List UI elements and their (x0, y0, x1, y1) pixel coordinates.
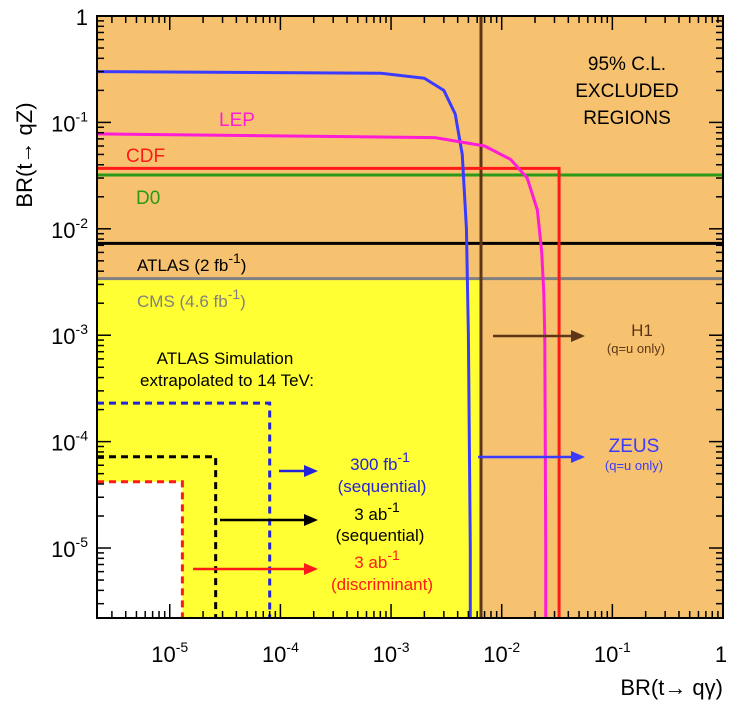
proj-3ab-disc-arrow-head (304, 563, 318, 575)
y-tick-label: 10-1 (51, 108, 88, 136)
x-tick-label: 10-1 (594, 639, 631, 667)
simulation-label-line-1: ATLAS Simulation (157, 349, 294, 368)
proj-3ab-seq-label: 3 ab-1 (354, 499, 400, 524)
x-tick-label: 10-5 (151, 639, 188, 667)
plot-frame (96, 15, 724, 619)
x-axis-title: BR(t→ qγ) (620, 675, 723, 700)
y-tick-label: 10-2 (51, 215, 88, 243)
series-lep (97, 132, 548, 618)
zeus-arrow-head (571, 451, 585, 463)
proj-300-arrow-head (304, 465, 318, 477)
y-tick-label: 10-3 (51, 321, 88, 349)
excluded-label-line-3: REGIONS (583, 108, 671, 129)
excluded-label-line-2: EXCLUDED (575, 81, 678, 102)
series-3-ab-1-sequential (97, 455, 218, 618)
series-300-fb-1-sequential (97, 401, 272, 618)
x-tick-label: 10-3 (373, 639, 410, 667)
d0-label: D0 (136, 188, 160, 209)
lep-label: LEP (219, 110, 255, 131)
cms-label: CMS (4.6 fb-1) (137, 286, 246, 311)
proj-3ab-disc-note: (discriminant) (331, 575, 433, 594)
proj-300-note: (sequential) (338, 477, 427, 496)
x-tick-label: 10-2 (483, 639, 520, 667)
proj-300-label: 300 fb-1 (350, 449, 410, 474)
h1-arrow-head (571, 330, 585, 342)
h1-note: (q=u only) (607, 341, 665, 356)
y-axis-title: BR(t→ qZ) (12, 102, 37, 207)
zeus-label: ZEUS (609, 436, 660, 457)
x-tick-label: 1 (715, 642, 727, 667)
series-3-ab-1-discriminant (97, 480, 184, 618)
proj-3ab-seq-note: (sequential) (336, 526, 425, 545)
projected-discriminant-region (97, 481, 183, 618)
proj-3ab-disc-label: 3 ab-1 (354, 547, 400, 572)
y-tick-label: 1 (76, 5, 88, 30)
simulation-label-line-2: extrapolated to 14 TeV: (140, 371, 314, 390)
series-cdf (97, 166, 561, 618)
h1-label: H1 (631, 321, 653, 340)
excluded-label-line-1: 95% C.L. (588, 54, 666, 75)
series-zeus (97, 70, 472, 618)
atlas-2fb-label: ATLAS (2 fb-1) (137, 250, 246, 275)
proj-3ab-seq-arrow-head (304, 514, 318, 526)
y-tick-label: 10-5 (51, 534, 88, 562)
cdf-label: CDF (126, 146, 165, 167)
x-tick-label: 10-4 (262, 639, 299, 667)
y-tick-label: 10-4 (51, 428, 88, 456)
zeus-note: (q=u only) (605, 458, 663, 473)
